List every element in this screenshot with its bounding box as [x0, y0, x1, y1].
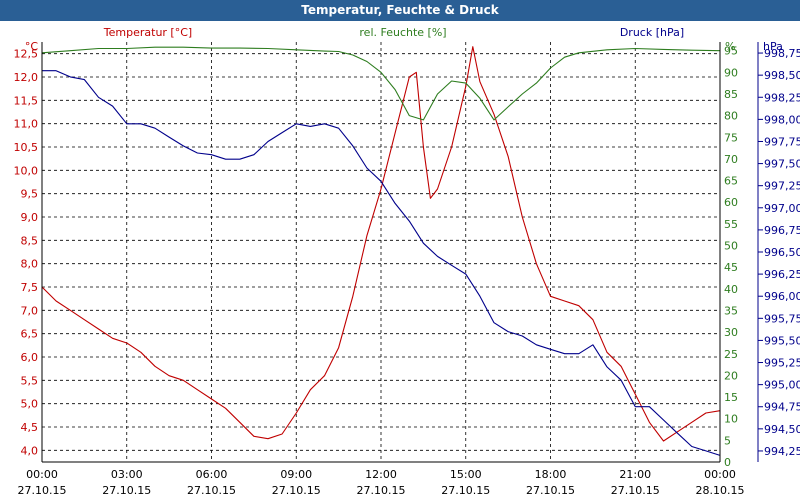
- temperature-tick-label: 6,0: [21, 351, 39, 364]
- pressure-unit-label: hPa: [763, 40, 783, 53]
- humidity-tick-label: 95: [724, 45, 738, 58]
- x-tick-time-label: 00:00: [26, 468, 58, 481]
- temperature-tick-label: 5,0: [21, 398, 39, 411]
- window-title: Temperatur, Feuchte & Druck: [0, 0, 800, 21]
- pressure-tick-label: 995,75: [764, 312, 800, 325]
- temperature-tick-label: 5,5: [21, 374, 39, 387]
- x-tick-time-label: 12:00: [365, 468, 397, 481]
- temperature-tick-label: 7,5: [21, 281, 39, 294]
- humidity-tick-label: 15: [724, 391, 738, 404]
- pressure-tick-label: 997,50: [764, 158, 800, 171]
- humidity-unit-label: %: [725, 40, 735, 53]
- humidity-tick-label: 45: [724, 261, 738, 274]
- pressure-tick-label: 998,75: [764, 47, 800, 60]
- x-tick-date-label: 27.10.15: [357, 484, 406, 497]
- humidity-tick-label: 55: [724, 218, 738, 231]
- x-tick-time-label: 15:00: [450, 468, 482, 481]
- pressure-tick-label: 996,50: [764, 246, 800, 259]
- pressure-tick-label: 994,50: [764, 423, 800, 436]
- temperature-tick-label: 8,0: [21, 258, 39, 271]
- temperature-tick-label: 4,5: [21, 421, 39, 434]
- temperature-axis-label: Temperatur [°C]: [103, 26, 192, 39]
- humidity-tick-label: 20: [724, 369, 738, 382]
- humidity-tick-label: 70: [724, 153, 738, 166]
- x-tick-date-label: 27.10.15: [102, 484, 151, 497]
- temperature-tick-label: 10,0: [14, 164, 39, 177]
- humidity-tick-label: 65: [724, 175, 738, 188]
- pressure-tick-label: 996,75: [764, 224, 800, 237]
- pressure-tick-label: 995,50: [764, 334, 800, 347]
- x-tick-date-label: 27.10.15: [611, 484, 660, 497]
- humidity-tick-label: 40: [724, 283, 738, 296]
- humidity-tick-label: 60: [724, 196, 738, 209]
- temperature-unit-label: °C: [25, 40, 39, 53]
- humidity-tick-label: 85: [724, 88, 738, 101]
- x-tick-date-label: 28.10.15: [696, 484, 745, 497]
- temperature-tick-label: 7,0: [21, 304, 39, 317]
- humidity-tick-label: 80: [724, 110, 738, 123]
- temperature-tick-label: 11,5: [14, 94, 39, 107]
- temperature-tick-label: 12,0: [14, 71, 39, 84]
- temperature-tick-label: 9,0: [21, 211, 39, 224]
- pressure-tick-label: 996,25: [764, 268, 800, 281]
- series-lines: [41, 46, 721, 456]
- x-tick-time-label: 18:00: [535, 468, 567, 481]
- humidity-tick-label: 0: [724, 456, 731, 469]
- grid: [41, 42, 721, 462]
- pressure-axis-label: Druck [hPa]: [620, 26, 684, 39]
- axes: 12,5 12,0 11,5 11,0 10,5 10,0 9,5 9,0 8,5 8,0 7,5 7…: [14, 42, 800, 497]
- pressure-series-line: [42, 70, 721, 456]
- humidity-tick-label: 35: [724, 304, 738, 317]
- temperature-tick-label: 11,0: [14, 118, 39, 131]
- x-tick-time-label: 21:00: [619, 468, 651, 481]
- pressure-tick-label: 996,00: [764, 290, 800, 303]
- temperature-series-line: [41, 46, 721, 442]
- x-tick-date-label: 27.10.15: [526, 484, 575, 497]
- temperature-tick-label: 8,5: [21, 234, 39, 247]
- humidity-series-line: [41, 46, 721, 121]
- pressure-tick-label: 995,00: [764, 379, 800, 392]
- humidity-tick-label: 90: [724, 66, 738, 79]
- humidity-tick-label: 30: [724, 326, 738, 339]
- humidity-tick-label: 25: [724, 348, 738, 361]
- x-tick-date-label: 27.10.15: [441, 484, 490, 497]
- pressure-tick-label: 995,25: [764, 357, 800, 370]
- pressure-tick-label: 994,25: [764, 445, 800, 458]
- humidity-tick-label: 50: [724, 240, 738, 253]
- humidity-tick-label: 5: [724, 434, 731, 447]
- pressure-tick-label: 997,00: [764, 202, 800, 215]
- temperature-tick-label: 6,5: [21, 328, 39, 341]
- temperature-tick-label: 4,0: [21, 444, 39, 457]
- humidity-tick-label: 10: [724, 413, 738, 426]
- x-tick-time-label: 09:00: [280, 468, 312, 481]
- pressure-tick-label: 994,75: [764, 401, 800, 414]
- x-tick-time-label: 06:00: [196, 468, 228, 481]
- x-tick-date-label: 27.10.15: [187, 484, 236, 497]
- x-tick-date-label: 27.10.15: [18, 484, 67, 497]
- x-tick-time-label: 00:00: [704, 468, 736, 481]
- pressure-tick-label: 998,00: [764, 113, 800, 126]
- x-tick-time-label: 03:00: [111, 468, 143, 481]
- pressure-tick-label: 998,25: [764, 91, 800, 104]
- temperature-tick-label: 12,5: [14, 48, 39, 61]
- pressure-tick-label: 997,25: [764, 180, 800, 193]
- x-tick-date-label: 27.10.15: [272, 484, 321, 497]
- humidity-tick-label: 75: [724, 131, 738, 144]
- pressure-tick-label: 998,50: [764, 69, 800, 82]
- temperature-tick-label: 9,5: [21, 188, 39, 201]
- humidity-axis-label: rel. Feuchte [%]: [359, 26, 446, 39]
- pressure-tick-label: 997,75: [764, 135, 800, 148]
- temperature-tick-label: 10,5: [14, 141, 39, 154]
